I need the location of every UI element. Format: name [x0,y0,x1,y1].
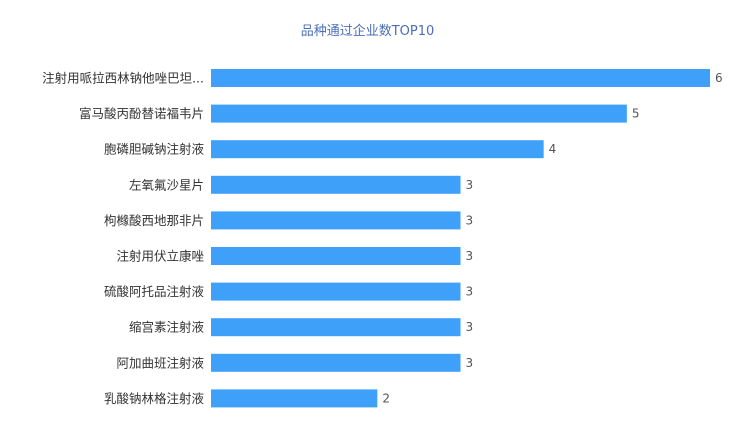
category-label-2: 富马酸丙酚替诺福韦片 [79,106,204,121]
category-label-10: 乳酸钠林格注射液 [104,391,205,406]
value-label-6: 3 [466,249,474,263]
bar-6[interactable] [211,247,461,265]
value-label-8: 3 [466,320,474,334]
value-label-3: 4 [549,142,557,156]
category-label-8: 缩宫素注射液 [129,320,205,335]
value-label-1: 6 [715,71,723,85]
bar-5[interactable] [211,211,461,230]
bar-2[interactable] [211,104,627,123]
category-label-3: 胞磷胆碱钠注射液 [104,142,205,157]
value-label-9: 3 [466,356,474,370]
bar-1[interactable] [211,69,710,87]
bar-7[interactable] [211,282,461,301]
chart-title: 品种通过企业数TOP10 [300,24,435,39]
category-label-4: 左氧氟沙星片 [129,177,204,192]
value-label-4: 3 [466,178,474,192]
bar-4[interactable] [211,175,461,194]
value-label-7: 3 [466,285,474,299]
category-label-1: 注射用哌拉西林钠他唑巴坦... [42,71,204,86]
value-label-5: 3 [466,213,474,227]
category-label-5: 枸橼酸西地那非片 [104,213,204,228]
category-label-6: 注射用伏立康唑 [116,249,204,264]
category-label-7: 硫酸阿托品注射液 [104,284,205,299]
category-label-9: 阿加曲班注射液 [116,355,204,370]
bar-3[interactable] [211,140,544,159]
value-label-10: 2 [382,391,390,405]
bar-9[interactable] [211,353,461,372]
bar-8[interactable] [211,318,461,337]
value-label-2: 5 [632,107,640,121]
bar-10[interactable] [211,389,378,408]
